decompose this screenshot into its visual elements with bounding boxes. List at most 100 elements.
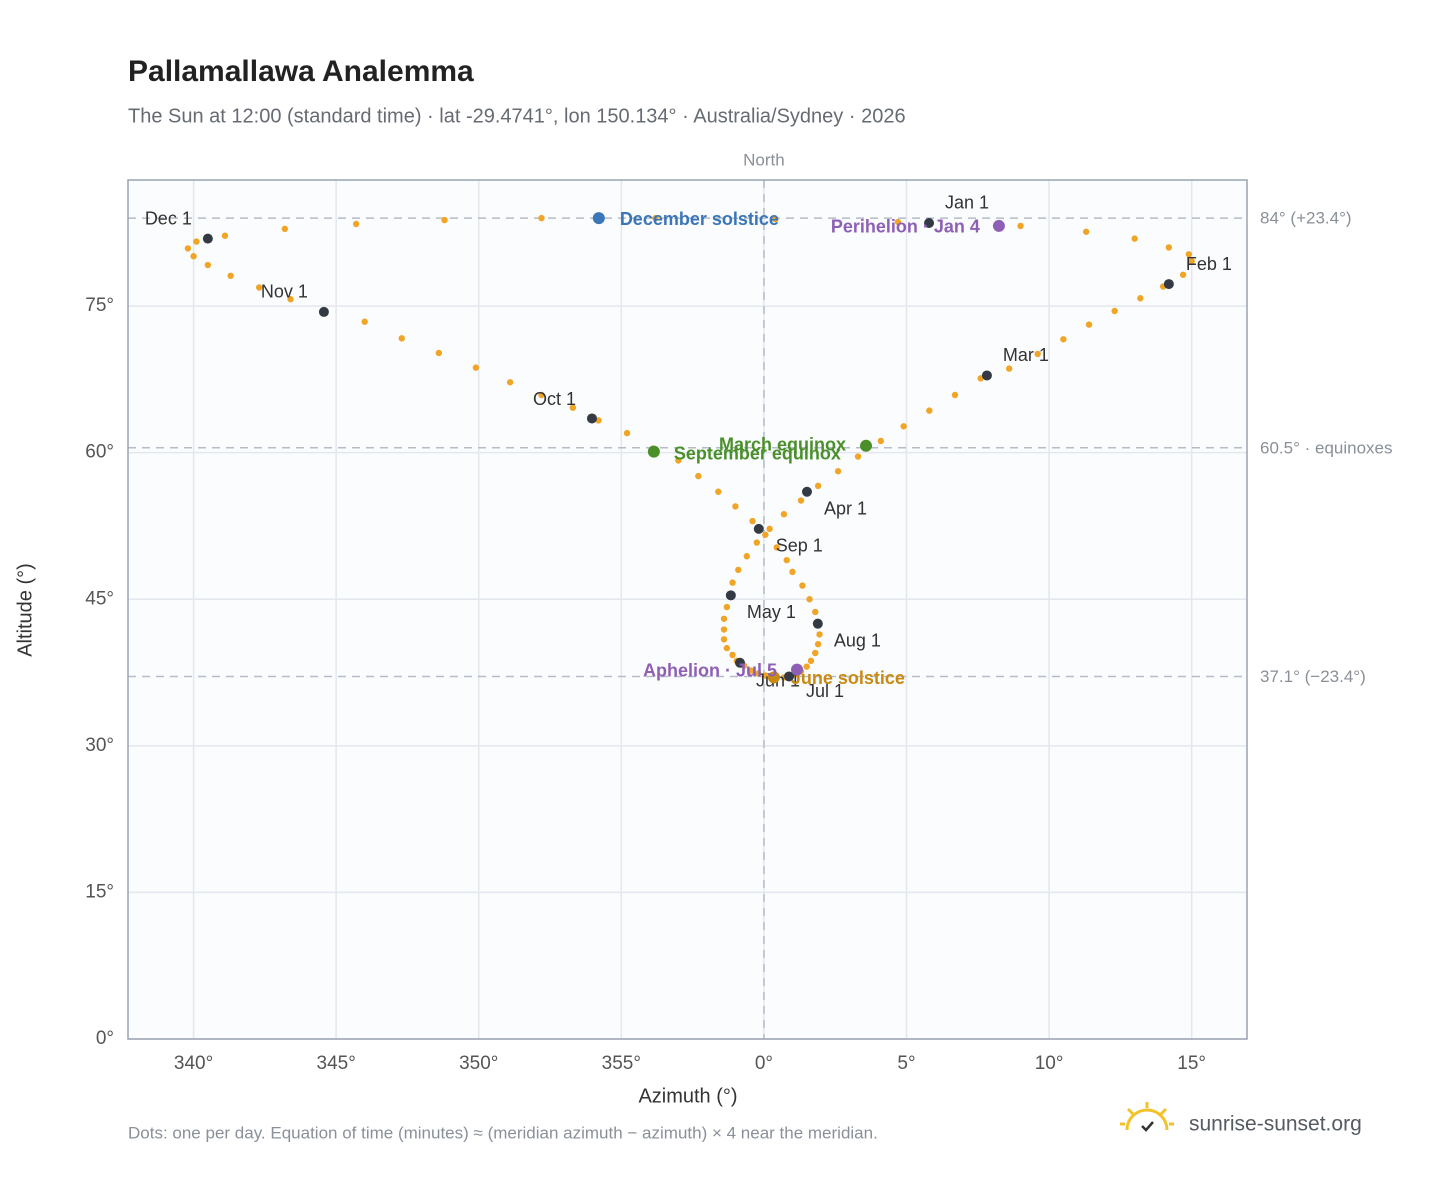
daily-dot xyxy=(1185,251,1193,258)
daily-dot xyxy=(729,651,736,659)
daily-dot xyxy=(854,453,862,460)
daily-dot xyxy=(806,596,813,603)
daily-dot xyxy=(807,657,815,665)
daily-dot xyxy=(361,318,368,325)
daily-dot xyxy=(281,225,289,233)
event-label: Perihelion · Jan 4 xyxy=(831,217,980,237)
month-label: Nov 1 xyxy=(261,282,308,302)
month-label: Sep 1 xyxy=(776,536,823,556)
x-tick-label: 355° xyxy=(602,1053,641,1074)
reference-label: 84° (+23.4°) xyxy=(1260,209,1352,228)
x-tick-label: 15° xyxy=(1177,1053,1206,1074)
daily-dot xyxy=(720,626,728,633)
daily-dot xyxy=(747,667,755,674)
daily-dot xyxy=(715,488,722,495)
daily-dot xyxy=(900,423,907,430)
daily-dot xyxy=(729,579,736,586)
daily-dot xyxy=(753,539,760,546)
daily-dot xyxy=(783,556,790,564)
month-label: Aug 1 xyxy=(834,630,881,650)
daily-dot xyxy=(441,216,448,224)
month-marker xyxy=(784,671,795,682)
event-label: December solstice xyxy=(620,209,779,229)
daily-dot xyxy=(675,457,682,464)
event-marker xyxy=(860,439,873,452)
event-label: Aphelion · Jul 5 xyxy=(643,660,777,680)
month-marker xyxy=(1163,279,1174,290)
daily-dot xyxy=(951,391,959,399)
daily-dot xyxy=(799,582,806,589)
y-tick-label: 60° xyxy=(85,442,114,463)
daily-dot xyxy=(877,437,885,445)
daily-dot xyxy=(472,364,480,371)
footnote: Dots: one per day. Equation of time (min… xyxy=(128,1123,878,1142)
daily-dot xyxy=(732,503,739,510)
daily-dot xyxy=(762,672,769,679)
x-axis-label: Azimuth (°) xyxy=(638,1085,737,1107)
x-tick-label: 350° xyxy=(459,1053,498,1074)
daily-dot xyxy=(812,649,819,657)
daily-dot xyxy=(773,544,780,551)
daily-dot xyxy=(204,261,212,269)
daily-dot xyxy=(1131,235,1138,242)
daily-dot xyxy=(1060,336,1067,343)
daily-dot xyxy=(723,644,731,652)
daily-dot xyxy=(803,663,810,670)
daily-dot xyxy=(255,284,263,291)
event-marker xyxy=(791,663,804,676)
month-label: Apr 1 xyxy=(824,498,867,518)
event-label: June solstice xyxy=(791,668,905,688)
daily-dot xyxy=(623,429,631,437)
event-marker xyxy=(647,445,660,458)
month-label: Mar 1 xyxy=(1003,345,1049,365)
chart-title: Pallamallawa Analemma xyxy=(128,55,474,88)
month-marker xyxy=(734,657,745,668)
daily-dot xyxy=(184,245,192,252)
daily-dot xyxy=(652,214,659,222)
plot-frame xyxy=(127,179,1248,1040)
daily-dot xyxy=(723,603,731,611)
month-label: Jul 1 xyxy=(806,681,844,701)
month-marker xyxy=(202,233,213,244)
y-tick-label: 45° xyxy=(85,588,114,609)
daily-dot xyxy=(695,472,702,480)
daily-dot xyxy=(538,214,545,222)
daily-dot xyxy=(1034,350,1041,358)
daily-dot xyxy=(1188,257,1195,265)
daily-dot xyxy=(834,468,842,475)
month-label: Dec 1 xyxy=(145,208,192,228)
x-tick-label: 0° xyxy=(755,1053,773,1074)
month-marker xyxy=(753,523,764,534)
month-label: Feb 1 xyxy=(1186,254,1232,274)
y-tick-label: 75° xyxy=(85,295,114,316)
daily-dot xyxy=(1111,307,1118,315)
daily-dot xyxy=(749,517,756,525)
y-axis-label: Altitude (°) xyxy=(14,563,36,657)
daily-dot xyxy=(814,482,822,490)
daily-dot xyxy=(735,566,742,574)
daily-dot xyxy=(193,238,200,245)
month-marker xyxy=(318,306,329,317)
daily-dot xyxy=(1165,244,1173,251)
brand-logo xyxy=(1120,1102,1174,1132)
month-marker xyxy=(801,486,812,497)
daily-dot xyxy=(780,511,788,518)
reference-label: 37.1° (−23.4°) xyxy=(1260,667,1366,686)
daily-dot xyxy=(789,568,796,576)
y-tick-label: 30° xyxy=(85,735,114,756)
daily-dot xyxy=(287,296,294,303)
month-label: Jan 1 xyxy=(945,193,989,213)
month-marker xyxy=(924,217,935,228)
y-tick-label: 0° xyxy=(96,1028,114,1049)
event-label: March equinox xyxy=(719,435,846,455)
daily-dot xyxy=(227,272,234,279)
daily-dot xyxy=(926,407,933,414)
month-marker xyxy=(812,618,823,629)
daily-dot xyxy=(1017,222,1024,230)
meridian-label: North xyxy=(743,150,785,169)
daily-dot xyxy=(352,220,360,228)
daily-dot xyxy=(894,218,902,226)
daily-dot xyxy=(1085,321,1093,328)
month-marker xyxy=(586,413,597,424)
brand-name: sunrise-sunset.org xyxy=(1189,1113,1362,1136)
